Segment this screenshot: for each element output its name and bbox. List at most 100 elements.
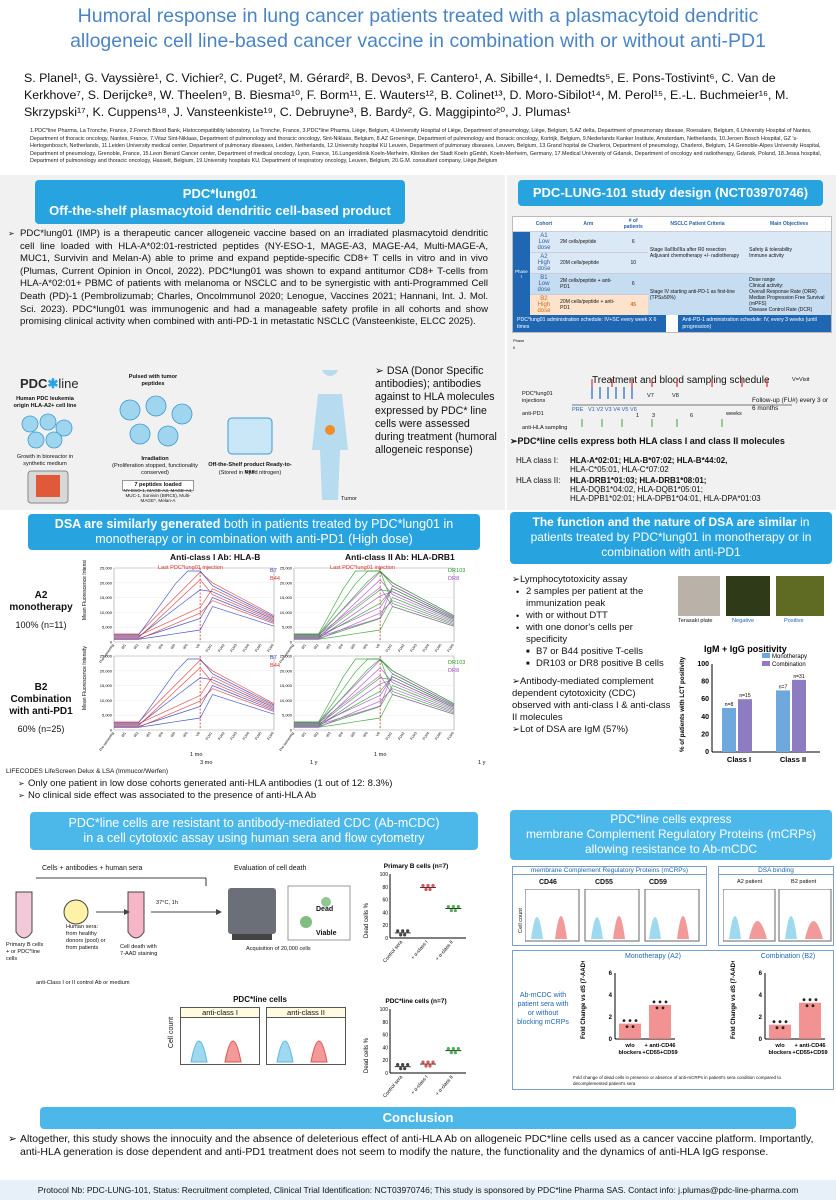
primary-dead-ytick-1: 20 <box>382 923 388 929</box>
pdc-dead-point-0-2 <box>401 1063 405 1067</box>
a2-hla-b-xtick-1: W1 <box>121 643 127 650</box>
a2-hla-drb1-series-8 <box>294 570 455 635</box>
lifecodes-note: LIFECODES LifeScreen Delux & LSA (Immuco… <box>6 768 169 775</box>
fold-mono-point-0-2 <box>628 1019 632 1022</box>
criteria-adjuvant: Stage IIa/IIb/IIIa after R0 resection Adj… <box>647 231 748 274</box>
last-injection-label-2: Last PDC*lung01 injection <box>330 565 395 571</box>
b2-hla-b-xtick-11: FU#4 <box>242 731 250 741</box>
a2-hla-b-xtick-3: W3 <box>145 643 151 650</box>
legend-b44: B44 <box>270 576 280 582</box>
b2-hla-b-ytick-3: 15,000 <box>100 683 113 688</box>
b2-hla-b-frame <box>113 655 275 731</box>
b2-hla-b-xtick-7: V8 <box>195 731 201 737</box>
col-arm: Arm <box>583 221 594 227</box>
lct-heading: ➢Lymphocytotoxicity assay <box>512 574 672 586</box>
fold-mono-bar-1 <box>649 1004 671 1039</box>
pdc-dead-ytick-0: 0 <box>385 1071 388 1077</box>
primary-dead-xtick-2: + α-class II <box>435 939 455 962</box>
b2-hla-b-xtick-4: W4 <box>158 731 164 738</box>
fold-mono-point-1-1 <box>655 1006 659 1010</box>
a2-hla-b-series-6 <box>114 597 275 639</box>
a2-hla-b-ytick-3: 15,000 <box>100 595 113 600</box>
label-shelf: Off-the-Shelf product Ready-to-use <box>208 462 292 475</box>
b2-hla-b-ytick-1: 5,000 <box>102 713 113 718</box>
pdc-dead-point-0-0 <box>396 1063 400 1067</box>
pdc-dead-title: PDC*line cells (n=7) <box>385 998 446 1005</box>
hla1-rest: HLA-C*05:01, HLA-C*07:02 <box>570 465 669 474</box>
function-bold: The function and the nature of DSA are s… <box>532 515 797 529</box>
n-b1: 6 <box>618 273 648 295</box>
primary-dead-ytick-2: 40 <box>382 910 388 916</box>
product-banner: PDC*lung01 Off-the-shelf plasmacytoid de… <box>35 180 405 224</box>
label-weeks: weeks <box>726 411 742 417</box>
objective-1: Safety & tolerability <box>749 246 792 253</box>
objectives-phase2: Dose range Clinical activity: Overall Resp… <box>747 273 831 315</box>
primary-dead-ytick-5: 100 <box>380 872 389 878</box>
chart1-title: Anti-class I Ab: HLA-B <box>170 552 261 562</box>
a2-hla-b-series-5 <box>114 579 275 638</box>
label-staining: Cell death with 7-AAD staining <box>120 944 158 957</box>
footer-text: Protocol Nb: PDC-LUNG-101, Status: Recru… <box>37 1185 799 1195</box>
fold-mono-point-0-4 <box>634 1019 638 1022</box>
pdc-dead-ytick-5: 100 <box>380 1007 389 1013</box>
abmcdc-line-1: PDC*line cells are resistant to antibody… <box>68 816 440 830</box>
col-criteria: NSCLC Patient Criteria <box>670 221 725 227</box>
fold-combo-point-1-0 <box>802 998 806 1002</box>
a2-hla-b-series-7 <box>114 600 275 640</box>
b2-hla-drb1-ytick-0: 0 <box>290 728 293 733</box>
product-heading-1: PDC*lung01 <box>182 186 258 201</box>
lct-bar-label-0-1: n=15 <box>739 693 750 699</box>
fold-combo-xtick-0-0: w/o <box>774 1043 785 1049</box>
a2-hla-drb1-xtick-3: W3 <box>325 643 331 650</box>
arm-b2: 20M cells/peptide + anti-PD1 <box>558 294 619 315</box>
fold-combo-ytick-3: 6 <box>759 971 763 977</box>
lct-y-label: % of patients with LCT positivity <box>679 656 686 752</box>
b2-hla-drb1-xtick-13: FU#6 <box>446 731 454 741</box>
lct-xtick-1: Class II <box>780 755 806 764</box>
criteria-stage4: Stage IV starting anti-PD-1 as first-lin… <box>647 273 748 315</box>
b2-hla-drb1-ytick-3: 15,000 <box>280 683 293 688</box>
body-silhouette-icon <box>312 370 348 500</box>
hla2-label: HLA class II: <box>516 476 561 485</box>
treatment-schedule: Treatment and blood sampling schedule V=… <box>512 375 832 435</box>
n-a2: 10 <box>618 252 648 274</box>
terasaki-plate-image <box>678 576 720 616</box>
b2-hla-b-xtick-8: FU#1 <box>205 731 213 741</box>
b2-sub-2: with anti-PD1 <box>9 706 73 717</box>
b2-hla-b-xtick-2: W2 <box>133 731 139 738</box>
criterion-2: Adjuvant chemotherapy +/- radiotherapy <box>649 252 739 259</box>
bullet-arrow-icon: ➢ <box>512 676 520 687</box>
cohort-a2-id: A2 <box>540 254 548 260</box>
label-sampling: anti-HLA sampling <box>522 425 568 431</box>
schedule-timeline <box>572 379 792 427</box>
pdc-dead-point-1-3 <box>428 1064 432 1068</box>
mcrp-line-2: membrane Complement Regulatory Proteins … <box>525 827 817 841</box>
mono-title: Monotherapy (A2) <box>624 953 682 960</box>
a2-hla-drb1-series-12 <box>294 588 455 638</box>
legend-b7: B7 <box>270 568 277 574</box>
a2-hla-b-ytick-5: 25,000 <box>100 566 113 571</box>
lct-ytick-4: 80 <box>701 679 709 686</box>
col-patients: # of patients <box>623 218 643 230</box>
dsa-gen-bold: DSA are similarly generated <box>54 517 221 531</box>
last-injection-label: Last PDC*lung01 injection <box>158 565 223 571</box>
fold-mono-point-1-0 <box>652 1000 656 1004</box>
peptides-box: 7 peptides loaded <box>122 480 194 491</box>
a2-hla-drb1-xtick-9: FU#2 <box>397 643 405 653</box>
lct-bar-1-1 <box>792 679 806 752</box>
fold-change-box: Monotherapy (A2) Combination (B2) Ab-mCD… <box>512 950 834 1090</box>
primary-dead-xtick-1: + α-class I <box>410 939 429 961</box>
fold-mono-ytick-0: 0 <box>609 1037 613 1043</box>
lct-legend-label-0: Monotherapy <box>772 654 807 660</box>
b2-hla-drb1-xtick-4: W4 <box>338 731 344 738</box>
b2-hla-drb1-xtick-9: FU#2 <box>397 731 405 741</box>
a2-hla-drb1-ytick-4: 20,000 <box>280 580 293 585</box>
cd59-hist <box>644 889 700 942</box>
pdc-dead-xtick-0: Control sera <box>382 1074 404 1099</box>
abmcdc-line-2: in a cell cytotoxic assay using human se… <box>83 831 425 845</box>
label-cd59: CD59 <box>649 879 667 886</box>
lct-ytick-2: 40 <box>701 714 709 721</box>
label-tumor: Tumor <box>341 496 357 502</box>
pdc-hist-title: PDC*line cells <box>233 995 287 1004</box>
a2-hla-b-xtick-8: FU#1 <box>205 643 213 653</box>
